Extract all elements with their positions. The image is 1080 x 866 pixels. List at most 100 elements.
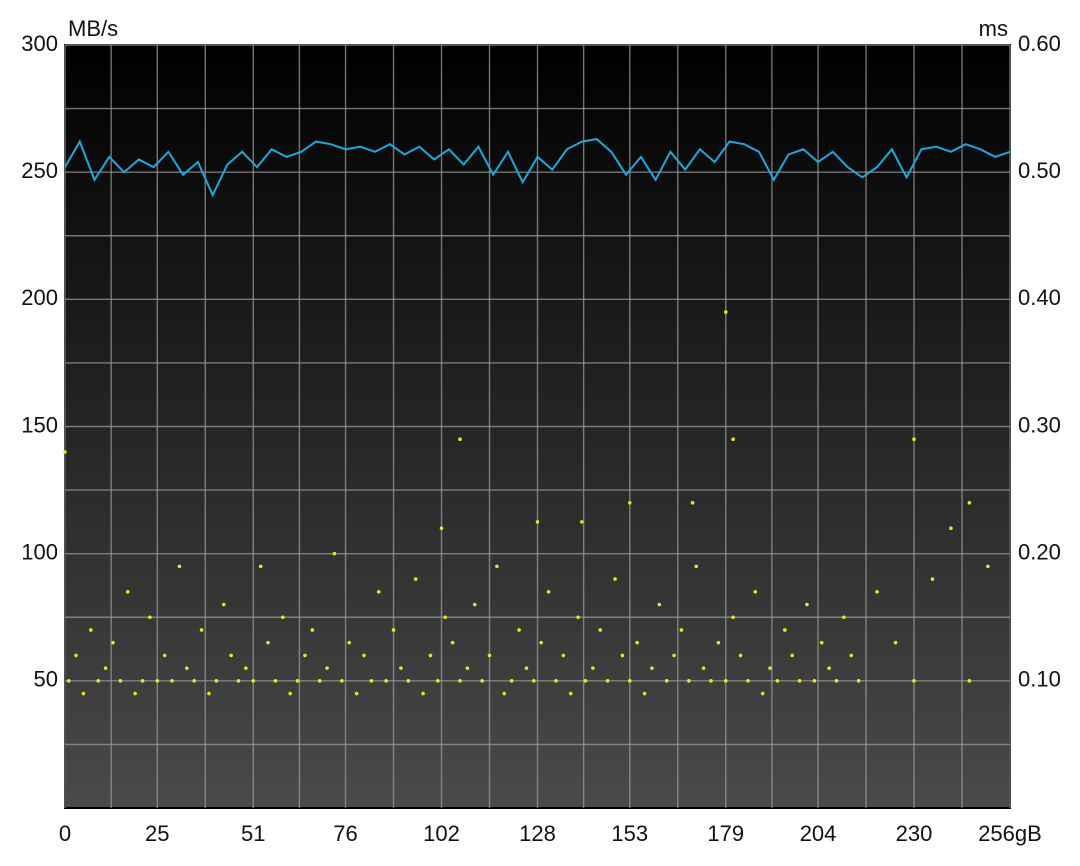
access-time-point (635, 640, 639, 645)
x-tick-label: 230 (896, 821, 933, 846)
access-time-point (598, 628, 603, 632)
access-time-point (842, 615, 846, 620)
access-time-point (579, 520, 584, 524)
access-time-point (554, 679, 558, 683)
access-time-point (605, 679, 610, 683)
transfer-rate-line (64, 138, 1011, 198)
access-time-point (532, 679, 536, 683)
access-time-point (63, 450, 67, 454)
y2-tick-label: 0.40 (1018, 285, 1061, 310)
access-time-point (875, 590, 879, 594)
access-time-point (687, 679, 691, 683)
access-time-point (627, 501, 632, 505)
access-time-point (539, 640, 543, 645)
x-tick-label: 76 (333, 821, 357, 846)
access-time-point (912, 679, 916, 683)
y2-tick-label: 0.60 (1018, 31, 1061, 56)
access-time-point (406, 679, 411, 683)
access-time-point (413, 577, 418, 581)
access-time-point (819, 640, 824, 645)
access-time-point (731, 615, 735, 620)
access-time-point (133, 691, 137, 696)
access-time-point (849, 653, 854, 658)
access-time-point (949, 526, 953, 531)
access-time-point (66, 679, 71, 683)
access-time-point (746, 679, 750, 683)
access-time-point (561, 653, 566, 658)
y2-tick-label: 0.10 (1018, 667, 1061, 692)
y2-axis-label: ms (979, 16, 1008, 41)
access-time-point (450, 640, 455, 645)
access-time-point (672, 653, 676, 658)
access-time-point (613, 577, 617, 581)
access-time-point (642, 691, 647, 696)
access-time-point (439, 526, 444, 531)
x-tick-label: 128 (519, 821, 556, 846)
y2-tick-label: 0.50 (1018, 158, 1061, 183)
access-time-point (362, 653, 366, 658)
access-time-point (893, 640, 898, 645)
access-time-point (185, 666, 189, 670)
access-time-point (170, 679, 174, 683)
access-time-point (783, 628, 787, 632)
access-time-point (827, 666, 831, 670)
access-time-point (524, 666, 529, 670)
access-time-point (458, 679, 462, 683)
access-time-point (303, 653, 307, 658)
x-tick-label: 0 (59, 821, 71, 846)
access-time-point (125, 590, 130, 594)
access-time-point (155, 679, 160, 683)
access-time-point (347, 640, 352, 645)
access-time-point (509, 679, 514, 683)
x-tick-label: 256gB (978, 821, 1042, 846)
access-time-point (214, 679, 219, 683)
access-time-point (502, 691, 507, 696)
access-time-point (487, 653, 492, 658)
access-time-point (340, 679, 344, 683)
access-time-point (244, 666, 248, 670)
access-time-point (627, 679, 632, 683)
access-time-point (967, 501, 972, 505)
y-tick-label: 250 (21, 158, 58, 183)
x-tick-label: 153 (611, 821, 648, 846)
access-time-point (443, 615, 448, 620)
access-time-point (535, 520, 540, 524)
access-time-point (790, 653, 795, 658)
access-time-point (465, 666, 470, 670)
access-time-point (458, 437, 462, 442)
access-time-point (768, 666, 772, 670)
x-tick-label: 51 (241, 821, 265, 846)
access-time-point (930, 577, 935, 581)
access-time-point (295, 679, 300, 683)
access-time-point (834, 679, 839, 683)
access-time-point (192, 679, 196, 683)
access-time-point (620, 653, 625, 658)
access-time-point (753, 590, 758, 594)
access-time-point (74, 653, 78, 658)
access-time-point (694, 564, 699, 569)
access-time-point (690, 501, 695, 505)
access-time-point (731, 437, 735, 442)
x-tick-label: 179 (707, 821, 744, 846)
access-time-point (221, 602, 226, 607)
access-time-point (480, 679, 484, 683)
access-time-point (118, 679, 123, 683)
access-time-point (709, 679, 713, 683)
access-time-point (436, 679, 440, 683)
access-time-point (288, 691, 292, 696)
access-time-point (716, 640, 721, 645)
access-time-point (177, 564, 182, 569)
access-time-point (207, 691, 211, 696)
access-time-point (760, 691, 765, 696)
access-time-point (657, 602, 662, 607)
access-time-point (664, 679, 669, 683)
access-time-point (812, 679, 817, 683)
access-time-point (89, 628, 93, 632)
access-time-point (428, 653, 433, 658)
x-tick-label: 25 (145, 821, 169, 846)
access-time-point (81, 691, 86, 696)
access-time-point (546, 590, 551, 594)
access-time-point (111, 640, 115, 645)
access-time-point (354, 691, 359, 696)
access-time-point (723, 679, 728, 683)
